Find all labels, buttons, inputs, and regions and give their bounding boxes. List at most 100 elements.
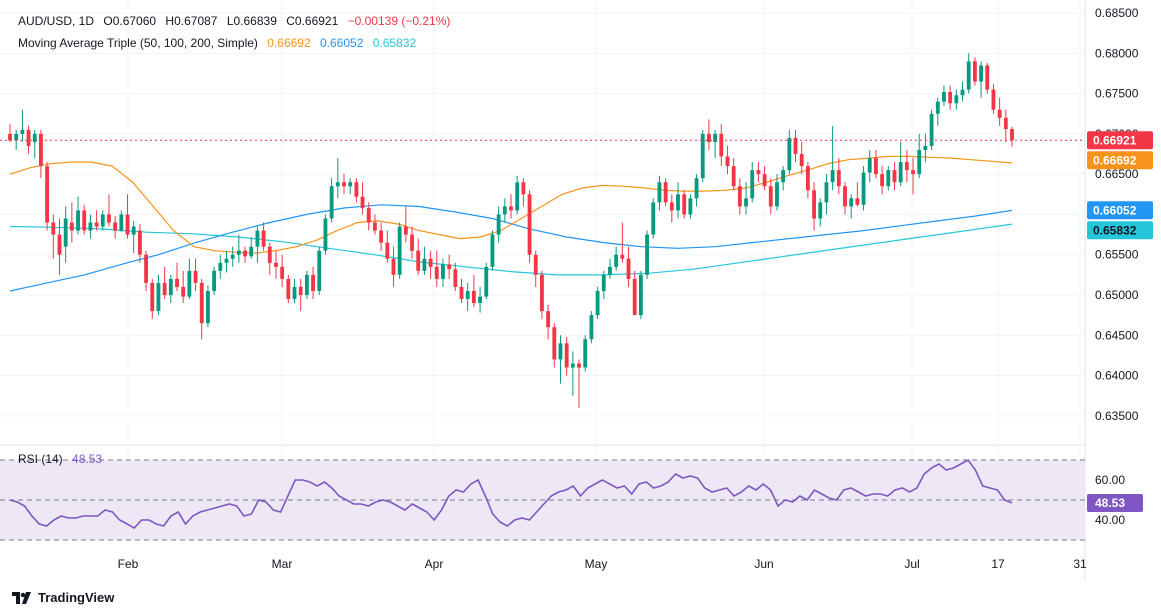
candle-body (923, 145, 928, 150)
candle-body (688, 198, 693, 215)
candle-body (682, 194, 687, 215)
candle-body (620, 254, 625, 259)
change-value: −0.00139 (−0.21%) (347, 14, 451, 28)
candle-body (150, 282, 155, 312)
candle-body (496, 214, 501, 235)
candle-body (861, 172, 866, 205)
x-tick-label: 31 (1073, 557, 1087, 571)
candle-body (348, 182, 353, 187)
candle-body (144, 254, 148, 283)
candle-body (515, 182, 520, 211)
candle-body (694, 178, 699, 199)
candle-body (168, 278, 173, 295)
rsi-label[interactable]: RSI (14) (18, 452, 63, 466)
candle-body (14, 133, 19, 141)
candle-body (731, 166, 736, 187)
ma200-line (9, 223, 1013, 276)
candle-body (366, 208, 371, 223)
candle-body (286, 278, 291, 300)
candle-body (100, 214, 105, 227)
candle-body (490, 234, 495, 267)
candle-body (663, 182, 668, 203)
candle-body (874, 158, 878, 175)
candle-body (744, 198, 748, 207)
y-tick-label: 0.67500 (1095, 87, 1139, 101)
candle-body (911, 170, 915, 175)
x-tick-label: Jun (754, 557, 773, 571)
candle-body (317, 250, 322, 291)
rsi-tag (1087, 493, 1143, 512)
candle-body (292, 286, 297, 300)
candle-body (700, 133, 705, 179)
ma100-value: 0.66052 (320, 36, 364, 50)
candle-body (342, 182, 346, 187)
candle-body (329, 186, 334, 219)
y-tick-label: 0.68000 (1095, 46, 1139, 60)
candle-body (391, 258, 396, 275)
candle-body (657, 182, 662, 203)
candle-body (274, 262, 278, 267)
candle-body (855, 198, 860, 205)
candle-body (577, 363, 581, 368)
candle-body (558, 343, 563, 360)
candle-body (725, 156, 730, 167)
x-tick-label: Apr (425, 557, 444, 571)
candle-body (713, 133, 718, 142)
price-tag-label: 0.65832 (1093, 223, 1137, 237)
candle-body (614, 254, 619, 267)
candle-body (991, 89, 996, 110)
candle-body (94, 222, 99, 227)
candle-body (236, 250, 241, 255)
candle-body (434, 266, 439, 279)
candle-body (552, 327, 557, 360)
price-tag-label: 0.66052 (1093, 203, 1137, 217)
candle-body (243, 250, 247, 257)
x-tick-label: May (585, 557, 608, 571)
candle-body (812, 190, 816, 219)
high-value: H0.67087 (165, 14, 218, 28)
candle-body (601, 274, 606, 291)
rsi-tick-label: 40.00 (1095, 513, 1125, 527)
candle-body (898, 162, 903, 183)
candle-body (212, 270, 217, 291)
low-value: L0.66839 (226, 14, 277, 28)
x-tick-label: Mar (272, 557, 293, 571)
candle-body (32, 133, 37, 142)
tradingview-footer[interactable]: TradingView (12, 590, 114, 605)
candle-body (583, 339, 588, 368)
price-tag (1087, 151, 1153, 170)
x-tick-label: Jul (904, 557, 919, 571)
candle-body (880, 174, 885, 187)
candle-body (533, 254, 538, 275)
y-tick-label: 0.64500 (1095, 328, 1139, 342)
rsi-line (9, 458, 1013, 530)
candle-body (422, 258, 427, 271)
candle-body (527, 194, 532, 255)
y-tick-label: 0.66500 (1095, 167, 1139, 181)
candle-body (830, 170, 835, 183)
candle-body (255, 230, 260, 247)
candle-body (589, 315, 594, 340)
candle-body (509, 206, 513, 211)
candle-body (410, 234, 414, 251)
candle-body (373, 222, 377, 231)
candle-body (107, 214, 111, 223)
candle-body (465, 290, 470, 300)
symbol-label[interactable]: AUD/USD, 1D (18, 14, 95, 28)
price-tag (1087, 131, 1153, 150)
rsi-legend: RSI (14) 48.53 (18, 452, 108, 466)
candle-body (669, 202, 674, 211)
rsi-band (0, 459, 1085, 541)
candle-body (162, 282, 167, 295)
candle-body (737, 186, 742, 207)
ma-label[interactable]: Moving Average Triple (50, 100, 200, Sim… (18, 36, 258, 50)
candle-body (608, 266, 612, 275)
candle-body (781, 170, 786, 183)
candle-body (113, 222, 118, 231)
candle-body (8, 133, 12, 141)
price-tag (1087, 201, 1153, 220)
y-tick-label: 0.68500 (1095, 6, 1139, 20)
x-tick-label: Feb (118, 557, 139, 571)
candle-body (26, 129, 31, 146)
